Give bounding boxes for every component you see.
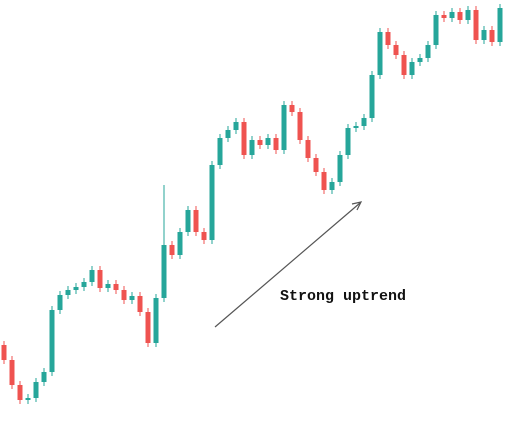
arrow-head [351, 201, 363, 211]
trend-arrow [214, 202, 361, 328]
annotation: Strong uptrend [280, 288, 406, 305]
